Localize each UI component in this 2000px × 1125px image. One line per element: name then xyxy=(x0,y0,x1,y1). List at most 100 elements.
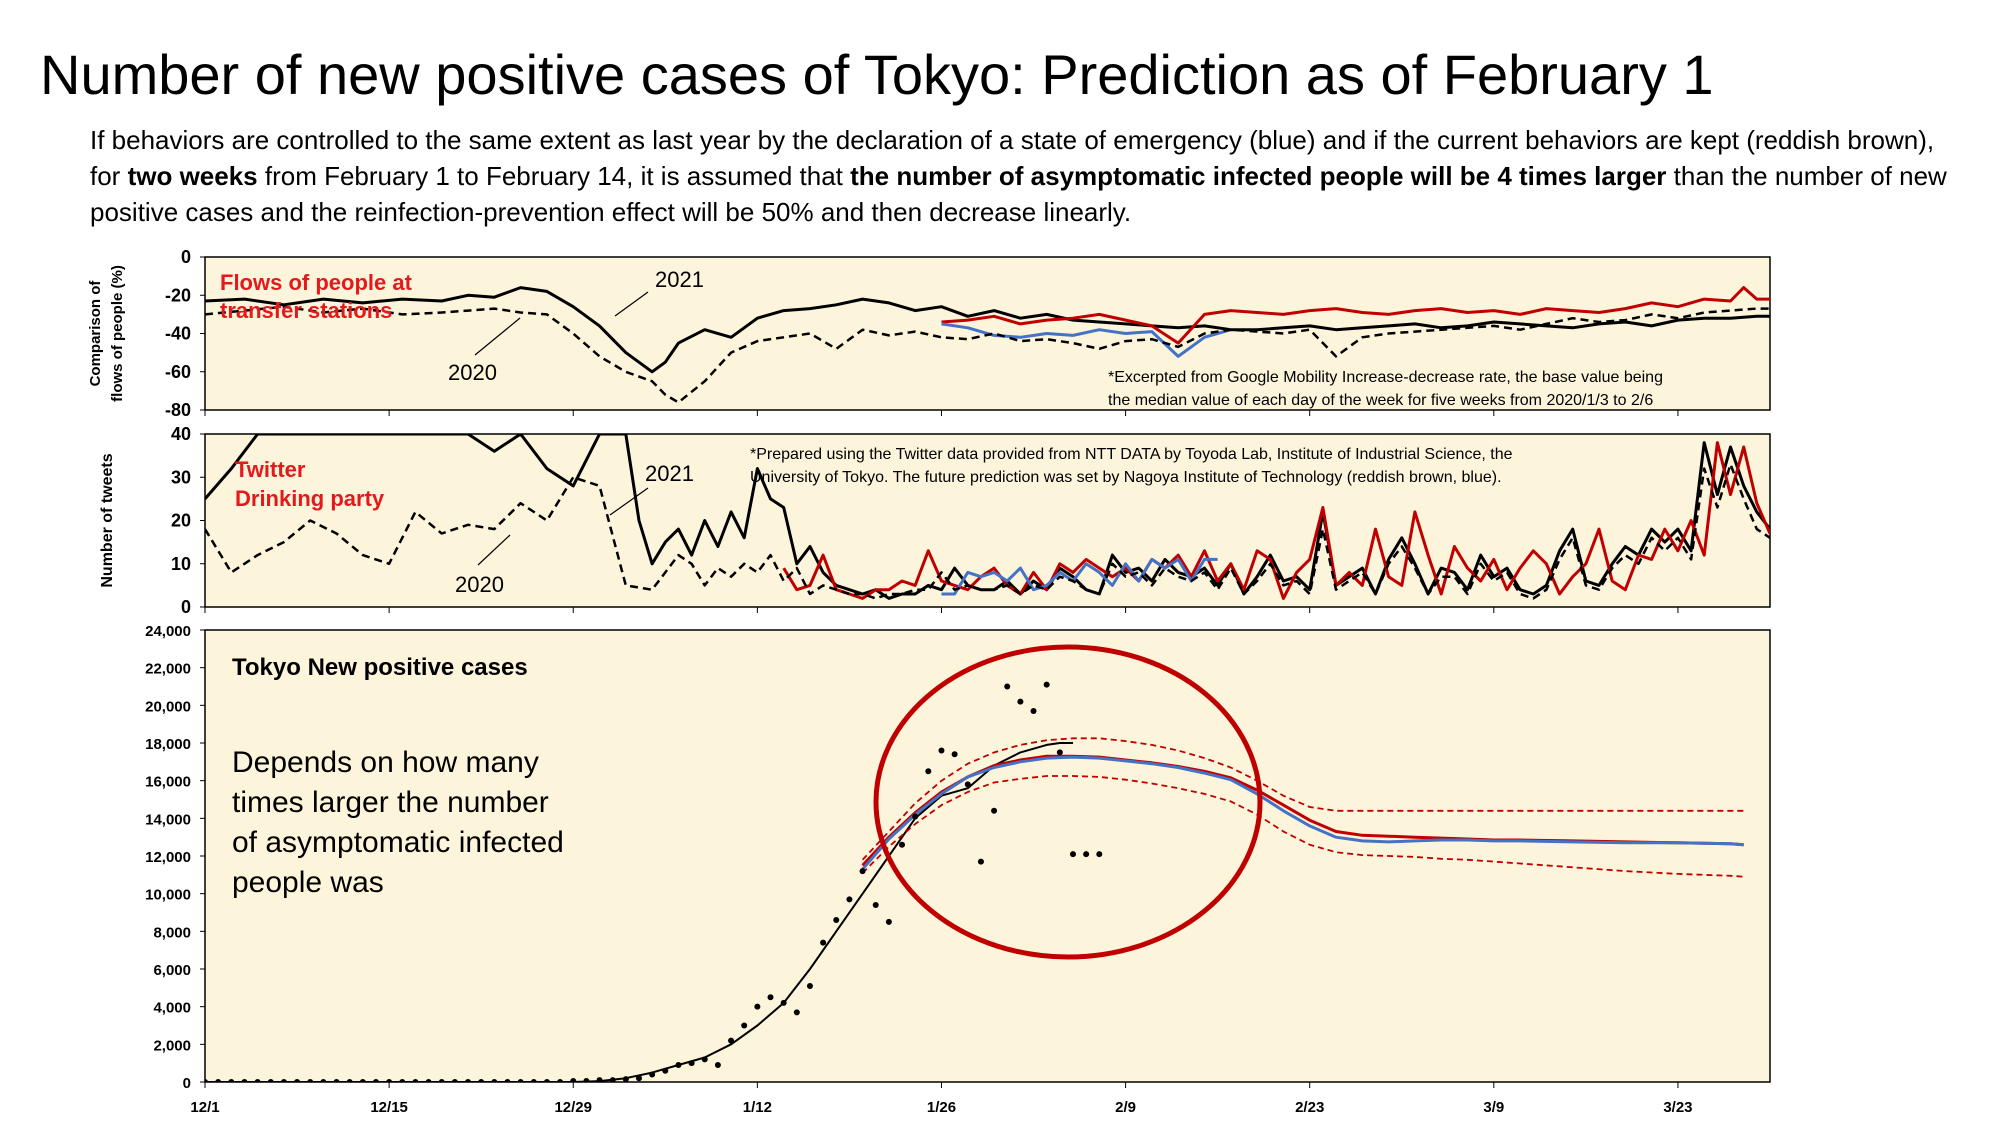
mobility-ytick-label: -60 xyxy=(165,362,191,382)
cases-data-point xyxy=(228,1079,235,1082)
mobility-ytick-label: -40 xyxy=(165,324,191,344)
cases-data-point xyxy=(570,1078,577,1082)
cases-data-point xyxy=(543,1079,550,1082)
mobility-ylabel-line2: flows of people (%) xyxy=(109,265,126,402)
highlight-ellipse xyxy=(873,644,1263,960)
cases-data-point xyxy=(438,1079,445,1082)
cases-data-point xyxy=(938,747,945,754)
cases-data-point xyxy=(267,1079,274,1082)
cases-data-point xyxy=(662,1067,669,1074)
cases-ytick-label: 18,000 xyxy=(145,736,191,753)
mobility-series-red xyxy=(941,286,1770,345)
label-2020-pointer xyxy=(474,317,521,356)
mobility-ytick-label: -80 xyxy=(165,400,191,420)
cases-data-point xyxy=(675,1062,682,1069)
cases-data-point xyxy=(622,1076,629,1082)
cases-data-point xyxy=(451,1079,458,1082)
cases-data-point xyxy=(280,1079,287,1082)
x-tick-label: 1/12 xyxy=(743,1099,772,1116)
cases-data-point xyxy=(609,1077,616,1082)
twitter-ytick-label: 10 xyxy=(171,554,191,574)
twitter-ytick-label: 20 xyxy=(171,511,191,531)
cases-annotation: Depends on how many xyxy=(232,746,539,779)
twitter-ylabel: Number of tweets xyxy=(99,453,116,587)
cases-data-point xyxy=(425,1079,432,1082)
cases-data-point xyxy=(859,868,866,875)
cases-data-point xyxy=(517,1079,524,1082)
label-2020: 2020 xyxy=(455,572,504,597)
twitter-series-2020 xyxy=(205,463,1770,600)
cases-series-actual xyxy=(205,742,1073,1082)
cases-data-point xyxy=(780,999,787,1006)
twitter-series-blue xyxy=(941,557,1218,596)
label-2021: 2021 xyxy=(655,267,704,292)
cases-data-point xyxy=(1096,851,1103,858)
mobility-ytick-label: 0 xyxy=(181,247,191,267)
cases-data-point xyxy=(583,1078,590,1082)
cases-data-point xyxy=(741,1022,748,1029)
twitter-red-label: Drinking party xyxy=(235,486,385,511)
cases-data-point xyxy=(478,1079,485,1082)
cases-ytick-label: 0 xyxy=(183,1075,191,1092)
mobility-red-label: Flows of people at xyxy=(220,270,413,295)
cases-data-point xyxy=(977,858,984,865)
label-2021: 2021 xyxy=(645,461,694,486)
cases-data-point xyxy=(635,1075,642,1082)
cases-ytick-label: 4,000 xyxy=(153,1000,191,1017)
cases-data-point xyxy=(504,1079,511,1082)
cases-ytick-label: 10,000 xyxy=(145,887,191,904)
cases-data-point xyxy=(294,1079,301,1082)
chart-title: Number of new positive cases of Tokyo: P… xyxy=(40,43,1714,106)
chart-subtitle: If behaviors are controlled to the same … xyxy=(90,125,1947,227)
x-tick-label: 2/9 xyxy=(1115,1099,1136,1116)
twitter-note: *Prepared using the Twitter data provide… xyxy=(750,446,1513,463)
cases-data-point xyxy=(346,1079,353,1082)
cases-data-point xyxy=(688,1060,695,1067)
x-tick-label: 3/9 xyxy=(1483,1099,1504,1116)
cases-data-point xyxy=(925,768,932,775)
twitter-ytick-label: 40 xyxy=(171,424,191,444)
cases-data-point xyxy=(241,1079,248,1082)
cases-data-point xyxy=(754,1003,761,1010)
cases-data-point xyxy=(714,1062,721,1069)
cases-data-point xyxy=(215,1079,222,1082)
cases-data-point xyxy=(333,1079,340,1082)
twitter-series-red xyxy=(782,441,1770,600)
cases-data-point xyxy=(899,841,906,848)
cases-data-point xyxy=(1030,707,1037,714)
cases-data-point xyxy=(320,1079,327,1082)
cases-data-point xyxy=(412,1079,419,1082)
x-tick-label: 12/15 xyxy=(370,1099,408,1116)
mobility-note: the median value of each day of the week… xyxy=(1108,392,1653,409)
cases-plot-area xyxy=(204,629,1771,1083)
cases-annotation: of asymptomatic infected xyxy=(232,826,564,859)
cases-data-point xyxy=(951,751,958,758)
twitter-red-label: Twitter xyxy=(235,457,306,482)
cases-ytick-label: 2,000 xyxy=(153,1037,191,1054)
label-2020-pointer xyxy=(477,534,511,566)
mobility-ytick-label: -20 xyxy=(165,285,191,305)
cases-ytick-label: 16,000 xyxy=(145,774,191,791)
label-2021-pointer xyxy=(609,487,649,516)
mobility-red-label: transfer stations xyxy=(220,298,392,323)
cases-ytick-label: 6,000 xyxy=(153,962,191,979)
cases-data-point xyxy=(307,1079,314,1082)
cases-data-point xyxy=(359,1079,366,1082)
x-tick-label: 3/23 xyxy=(1663,1099,1692,1116)
cases-data-point xyxy=(205,1079,208,1082)
cases-data-point xyxy=(846,896,853,903)
cases-annotation: people was xyxy=(232,866,384,899)
cases-data-point xyxy=(596,1077,603,1082)
cases-data-point xyxy=(912,813,919,820)
cases-data-point xyxy=(372,1079,379,1082)
cases-ytick-label: 14,000 xyxy=(145,811,191,828)
cases-annotation: times larger the number xyxy=(232,786,549,819)
mobility-ylabel-line1: Comparison of xyxy=(87,280,104,387)
cases-data-point xyxy=(530,1079,537,1082)
mobility-note: *Excerpted from Google Mobility Increase… xyxy=(1108,369,1663,386)
cases-data-point xyxy=(767,994,774,1001)
cases-title: Tokyo New positive cases xyxy=(232,654,528,681)
cases-data-point xyxy=(885,918,892,925)
twitter-note: University of Tokyo. The future predicti… xyxy=(750,469,1502,486)
